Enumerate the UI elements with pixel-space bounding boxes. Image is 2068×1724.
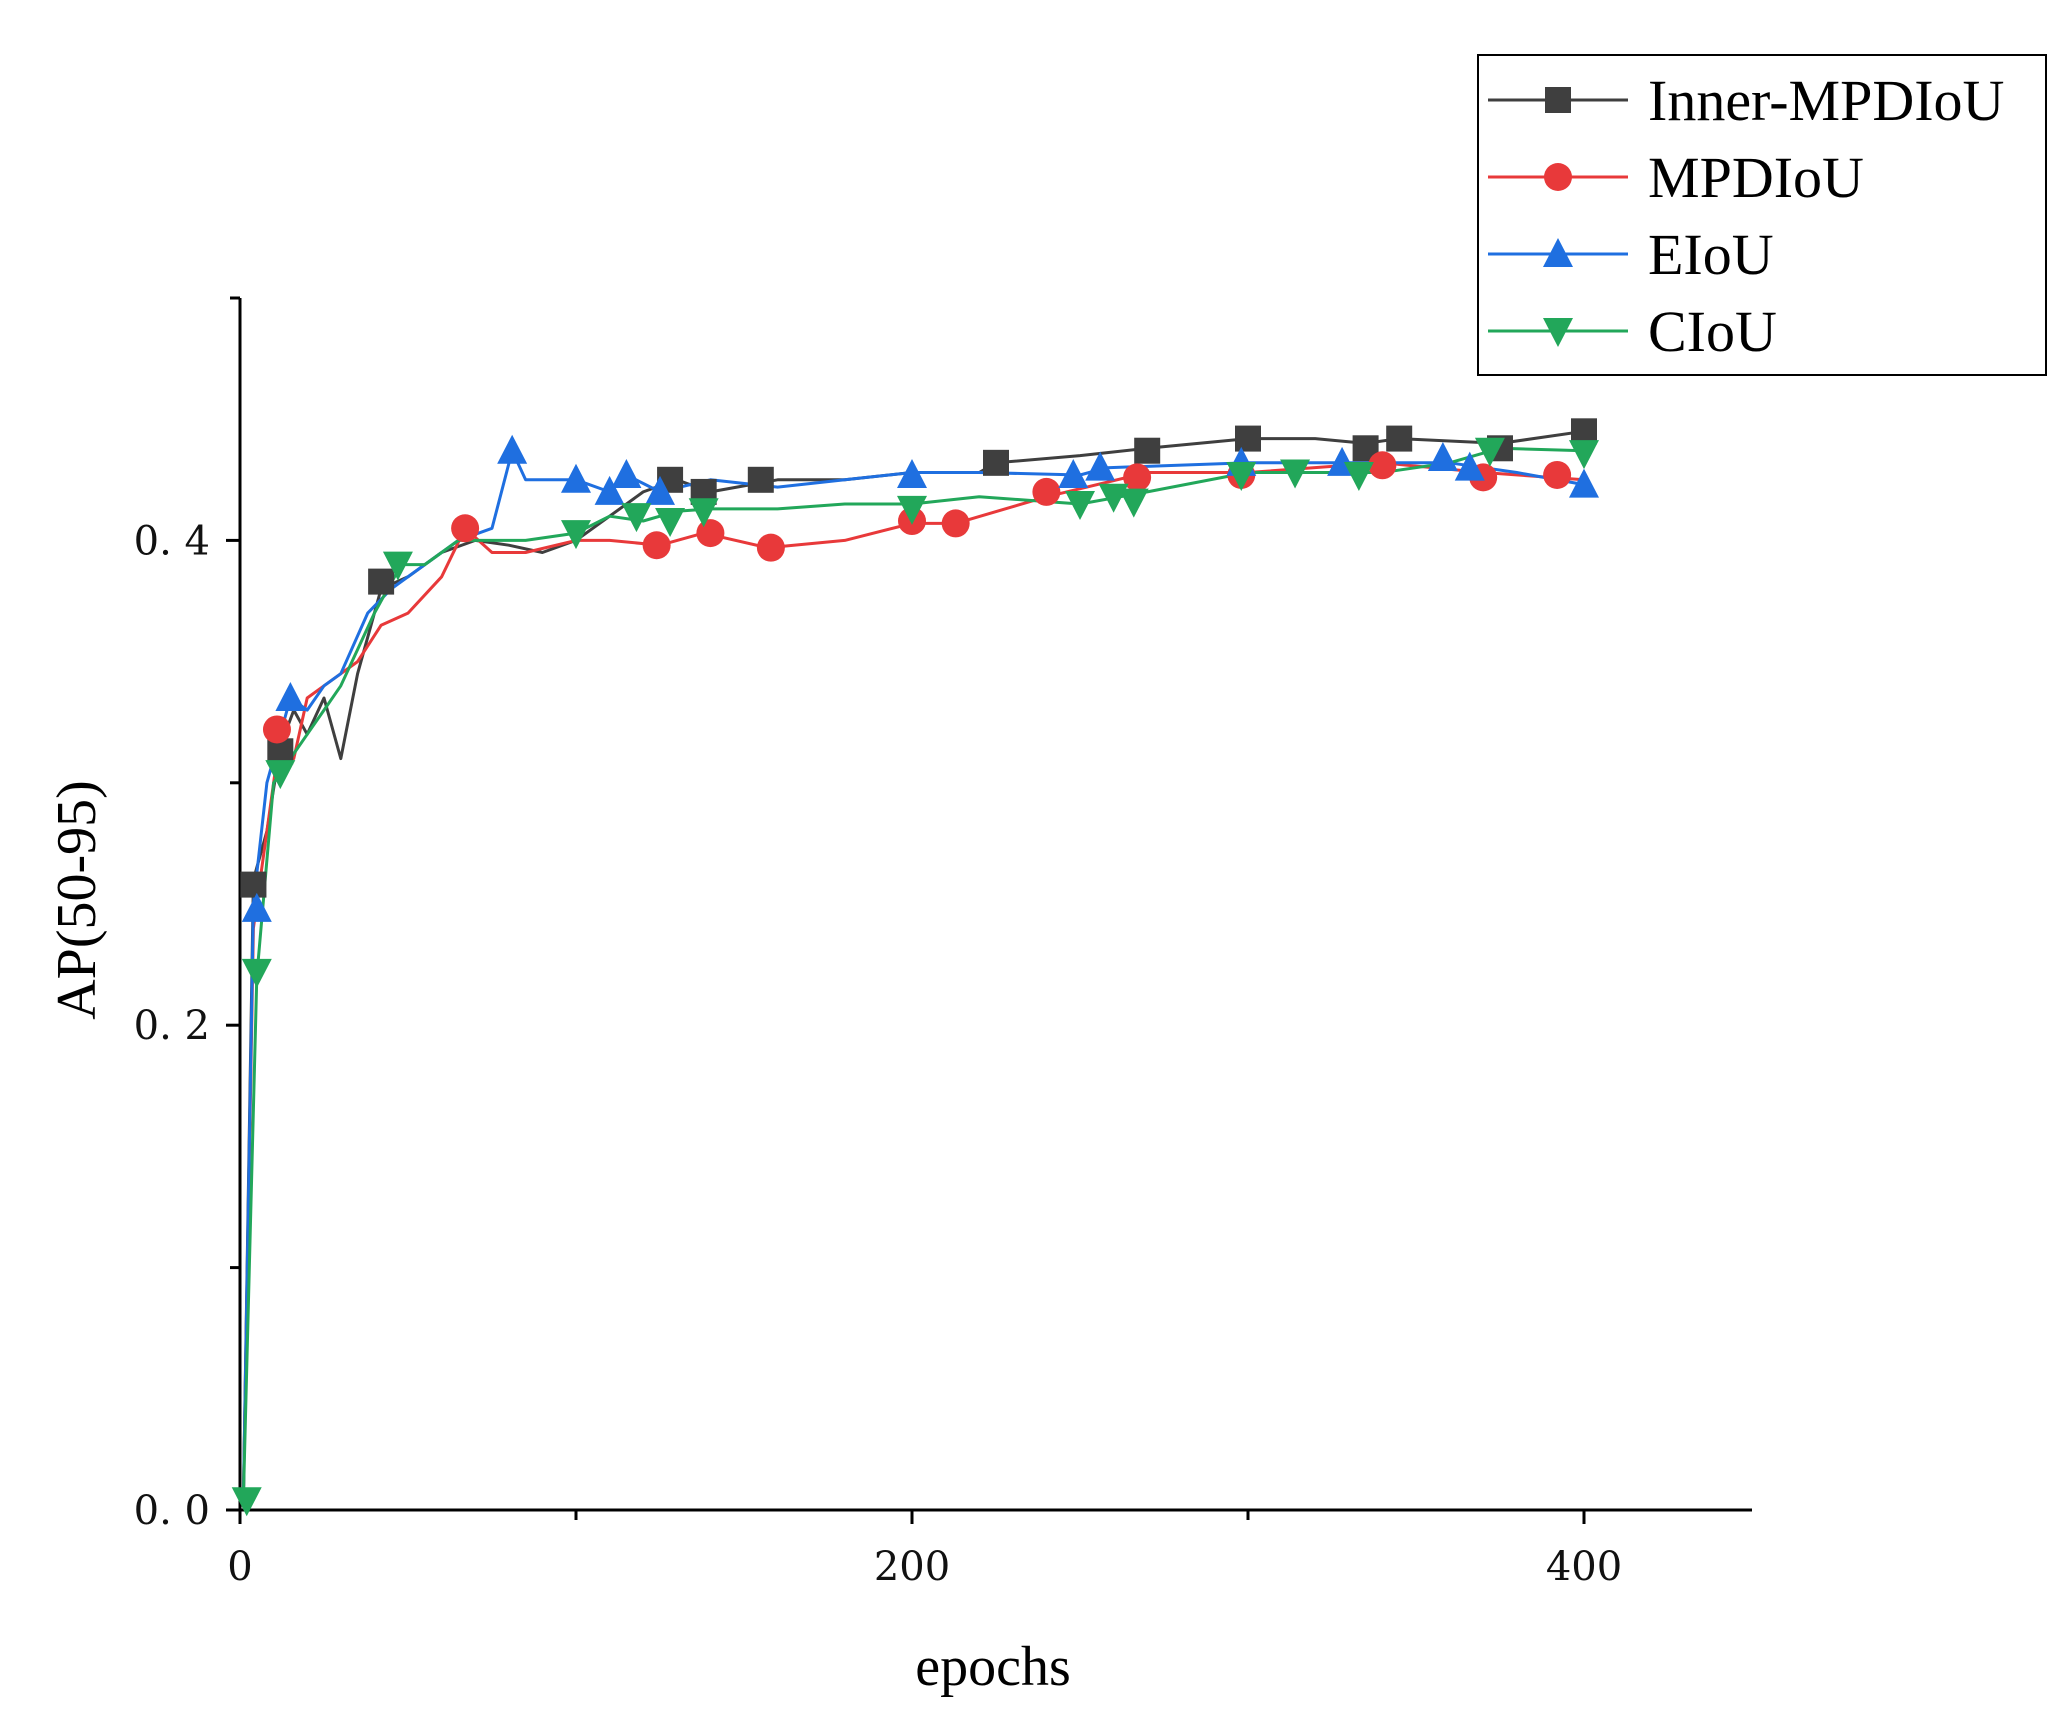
- data-point-mpdiou: [451, 514, 480, 543]
- data-point-mpdiou: [1543, 460, 1572, 489]
- data-point-mpdiou: [941, 509, 970, 538]
- legend-marker-ciou: [1543, 318, 1573, 347]
- data-point-ciou: [1118, 488, 1149, 518]
- data-point-mpdiou: [1123, 463, 1152, 492]
- legend-box: [1477, 54, 2047, 376]
- data-point-ciou: [655, 508, 686, 538]
- y-tick-label: 0. 2: [134, 1003, 210, 1049]
- series-line-mpdiou: [241, 461, 1585, 1498]
- data-point-ciou: [561, 520, 591, 550]
- y-tick-label: 0. 4: [134, 518, 210, 564]
- data-point-ciou: [1065, 491, 1095, 521]
- data-point-ciou: [1280, 459, 1311, 489]
- data-point-eiou: [1427, 441, 1458, 471]
- data-point-ciou: [1569, 440, 1599, 470]
- plot-lines: [241, 429, 1585, 1498]
- data-point-inner-mpdiou: [1386, 425, 1413, 452]
- axes: [226, 296, 1752, 1524]
- data-point-ciou: [1474, 437, 1505, 467]
- data-point-eiou: [1058, 458, 1089, 488]
- tick-labels: 0 200 400 0. 0 0. 2 0. 4: [134, 518, 1623, 1590]
- data-point-inner-mpdiou: [1571, 418, 1597, 445]
- data-point-eiou: [241, 892, 272, 922]
- data-point-eiou: [275, 681, 306, 711]
- data-point-ciou: [382, 551, 413, 581]
- series-line-eiou: [241, 449, 1585, 1498]
- data-point-eiou: [645, 475, 675, 505]
- y-axis-title: AP(50-95): [46, 780, 108, 1020]
- legend-label-inner-mpdiou: Inner-MPDIoU: [1648, 68, 2004, 133]
- data-point-inner-mpdiou: [1134, 437, 1161, 464]
- data-point-ciou: [621, 503, 652, 533]
- data-point-ciou: [1226, 461, 1257, 491]
- data-point-mpdiou: [1032, 477, 1061, 506]
- legend-marker-mpdiou: [1544, 163, 1572, 191]
- data-point-eiou: [1569, 468, 1599, 498]
- data-point-inner-mpdiou: [1235, 425, 1261, 452]
- data-point-inner-mpdiou: [983, 449, 1009, 476]
- data-point-mpdiou: [642, 531, 671, 560]
- legend-label-ciou: CIoU: [1648, 299, 1777, 364]
- data-point-eiou: [1085, 451, 1116, 481]
- data-point-ciou: [897, 495, 927, 525]
- x-tick-label: 0: [227, 1544, 252, 1590]
- data-point-mpdiou: [1368, 451, 1397, 480]
- data-point-ciou: [265, 760, 296, 790]
- data-point-eiou: [611, 458, 642, 488]
- legend-label-eiou: EIoU: [1648, 222, 1774, 287]
- y-tick-label: 0. 0: [134, 1488, 210, 1534]
- series-line-ciou: [241, 446, 1585, 1498]
- data-point-eiou: [497, 434, 528, 464]
- data-point-mpdiou: [756, 533, 785, 562]
- data-point-ciou: [231, 1487, 262, 1517]
- data-point-eiou: [561, 463, 591, 493]
- x-axis-title: epochs: [915, 1636, 1071, 1698]
- data-point-inner-mpdiou: [240, 871, 267, 898]
- legend-label-mpdiou: MPDIoU: [1648, 145, 1864, 210]
- legend-marker-inner-mpdiou: [1545, 87, 1571, 113]
- data-point-ciou: [241, 958, 272, 988]
- data-point-inner-mpdiou: [368, 568, 395, 595]
- legend: Inner-MPDIoU MPDIoU EIoU CIoU: [1477, 54, 2047, 376]
- data-point-ciou: [1343, 461, 1374, 491]
- data-point-eiou: [897, 458, 927, 488]
- x-tick-label: 400: [1546, 1544, 1622, 1590]
- x-tick-label: 200: [874, 1544, 950, 1590]
- data-point-mpdiou: [262, 715, 291, 744]
- data-point-eiou: [594, 475, 625, 505]
- series-line-inner-mpdiou: [241, 429, 1585, 1498]
- data-point-ciou: [688, 498, 719, 528]
- data-point-eiou: [1454, 451, 1485, 481]
- legend-marker-eiou: [1543, 238, 1573, 267]
- data-point-inner-mpdiou: [747, 466, 774, 493]
- plot-markers: [231, 418, 1599, 1517]
- data-point-mpdiou: [696, 519, 725, 548]
